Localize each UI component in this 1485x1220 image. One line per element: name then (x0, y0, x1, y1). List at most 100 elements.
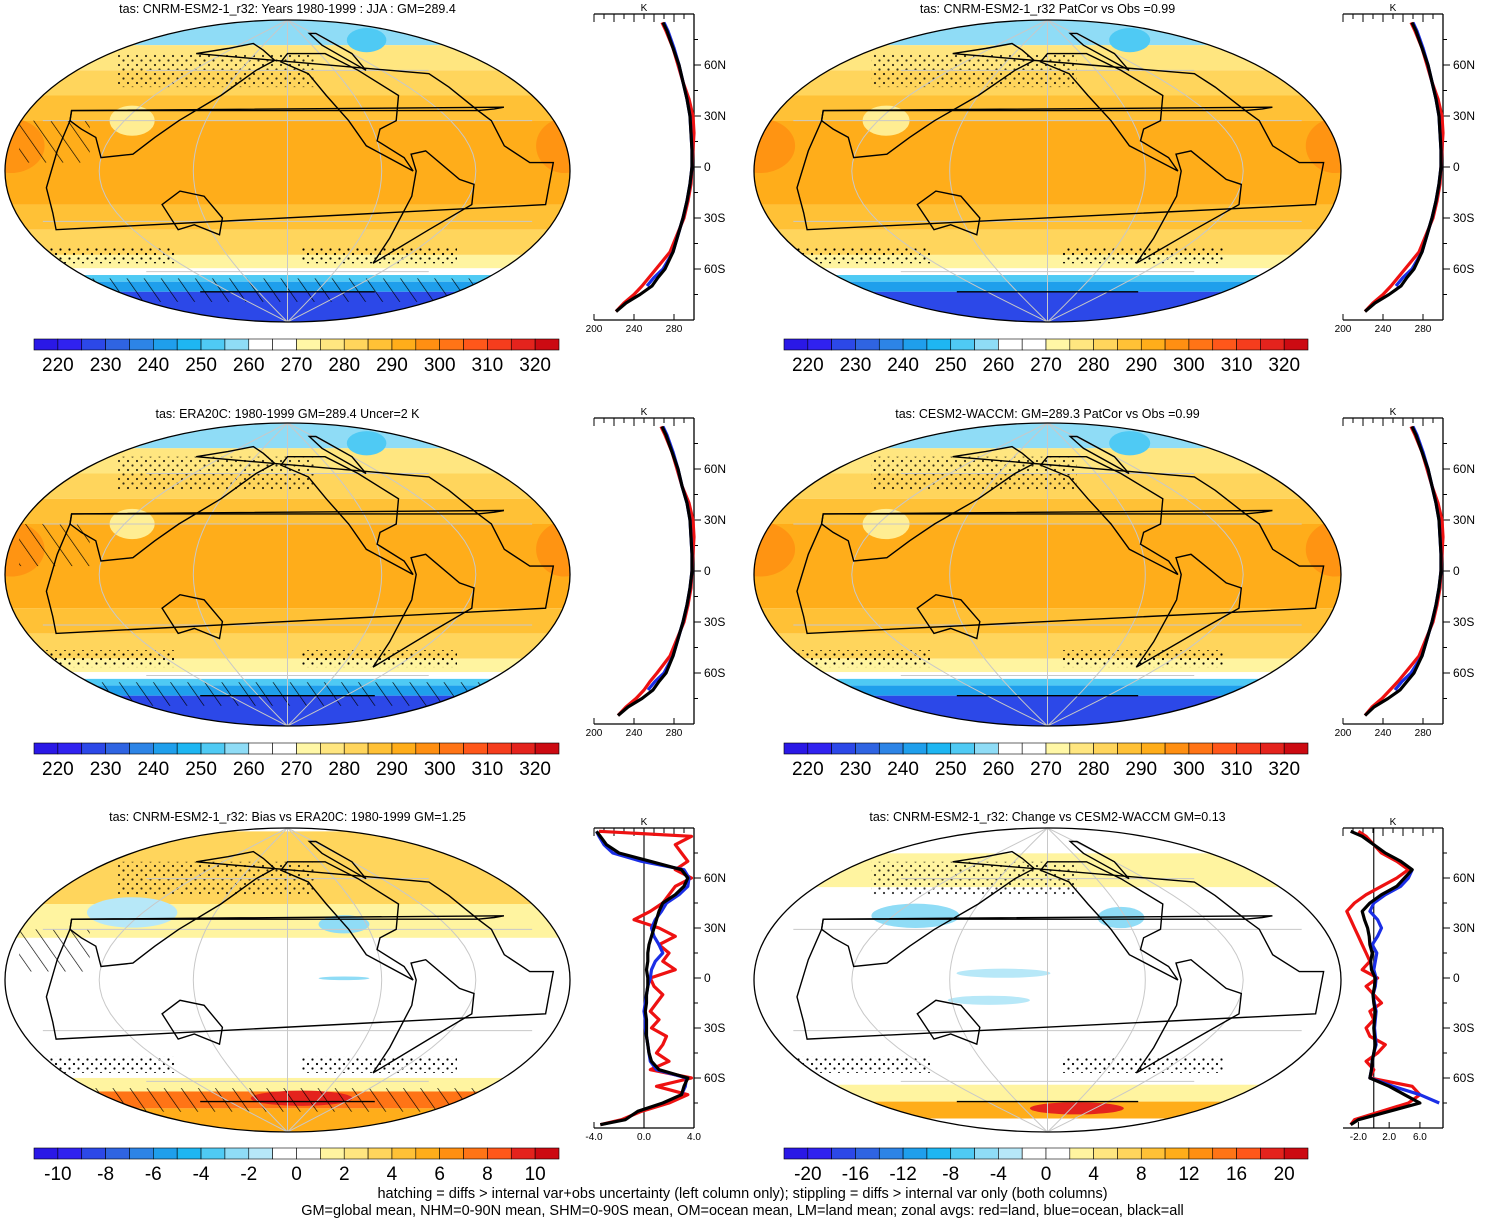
colorbar-swatch (343, 1147, 369, 1160)
zonal-y-tick-label: 30N (1453, 109, 1475, 123)
zonal-x-tick-label: 2.0 (1382, 1132, 1396, 1143)
meridian-line (287, 828, 477, 1132)
meridian-line (1047, 828, 1146, 1132)
colorbar-tick-label: 4 (387, 1164, 398, 1185)
colorbar-tick-label: 310 (472, 355, 504, 376)
colorbar-tick-label: 230 (840, 759, 872, 780)
zonal-y-tick-label: 60S (704, 1071, 725, 1085)
zonal-y-tick-label: 60N (704, 462, 726, 476)
map-field (754, 20, 1341, 322)
continent-outline (161, 190, 224, 236)
panel-title: tas: CESM2-WACCM: GM=289.3 PatCor vs Obs… (895, 407, 1200, 421)
colorbar-tick-label: 220 (792, 759, 824, 780)
zonal-x-tick-label: 240 (1375, 324, 1392, 335)
colorbar-tick-label: 230 (90, 355, 122, 376)
continent-outline (820, 850, 1248, 968)
zonal-x-tick-label: 280 (666, 728, 683, 739)
meridian-line (98, 828, 288, 1132)
colorbar-tick-label: 300 (424, 355, 456, 376)
colorbar-swatch (1188, 742, 1214, 755)
colorbar-swatch (902, 338, 928, 351)
colorbar-swatch (878, 742, 904, 755)
continent-outline (820, 445, 1248, 562)
colorbar-swatch (296, 1147, 321, 1160)
map-field (5, 20, 570, 322)
colorbar-swatch (463, 338, 488, 351)
colorbar-swatch (831, 338, 856, 351)
colorbar-swatch (248, 742, 273, 755)
panel-title: tas: CNRM-ESM2-1_r32: Years 1980-1999 : … (119, 2, 456, 16)
colorbar-tick-label: 320 (1268, 355, 1300, 376)
stippling (33, 1056, 175, 1073)
colorbar-swatch (320, 338, 345, 351)
continent-outline (1039, 52, 1179, 172)
colorbar-tick-label: -8 (97, 1164, 114, 1185)
colorbar-tick-label: 280 (1078, 355, 1110, 376)
colorbar-swatch (878, 338, 904, 351)
continent-outline (45, 915, 555, 1040)
colorbar-swatch (950, 742, 975, 755)
continent-outline (307, 32, 367, 71)
colorbar-tick-label: 230 (90, 759, 122, 780)
colorbar-swatch (1283, 1147, 1309, 1160)
colorbar-swatch (1212, 1147, 1237, 1160)
zonal-x-tick-label: -4.0 (585, 1132, 603, 1143)
zonal-y-tick-label: 60N (1453, 58, 1475, 72)
zonal-ocean-line (645, 21, 694, 288)
colorbar-tick-label: 0 (291, 1164, 302, 1185)
colorbar-swatch (534, 1147, 560, 1160)
colorbar-swatch (57, 338, 83, 351)
zonal-land-line (598, 829, 694, 1127)
stippling (33, 650, 175, 668)
colorbar-swatch (248, 1147, 273, 1160)
colorbar-swatch (1045, 742, 1071, 755)
panel-4: tas: CESM2-WACCM: GM=289.3 PatCor vs Obs… (753, 407, 1475, 780)
continent-outline (1039, 456, 1179, 576)
colorbar-tick-label: 320 (519, 355, 551, 376)
colorbar-swatch (320, 742, 345, 755)
colorbar-swatch (807, 338, 832, 351)
map-border (4, 827, 571, 1133)
zonal-x-tick-label: -2.0 (1350, 1132, 1368, 1143)
colorbar-swatch (272, 1147, 297, 1160)
colorbar-swatch (367, 742, 393, 755)
colorbar-swatch (1117, 1147, 1142, 1160)
colorbar-tick-label: 300 (1173, 355, 1205, 376)
colorbar-swatch (807, 742, 832, 755)
colorbar-swatch (998, 338, 1023, 351)
warm-region (754, 521, 796, 577)
zonal-land-line (616, 425, 696, 717)
zonal-y-tick-label: 30S (1453, 211, 1474, 225)
colorbar-tick-label: 260 (233, 759, 265, 780)
colorbar-swatch (1140, 742, 1166, 755)
colorbar-swatch (1093, 338, 1118, 351)
cool-region (86, 897, 178, 928)
colorbar-swatch (224, 338, 250, 351)
colorbar-swatch (1069, 338, 1094, 351)
colorbar-tick-label: 280 (1078, 759, 1110, 780)
colorbar-swatch (176, 338, 202, 351)
zonal-x-tick-label: 240 (626, 728, 643, 739)
zonal-x-tick-label: 200 (586, 728, 603, 739)
zonal-y-tick-label: 60S (1453, 666, 1474, 680)
coastlines (796, 435, 1325, 697)
zonal-plot: K 200 240 280 60N 30N 0 30S 60S (1335, 3, 1475, 335)
colorbar-swatch (463, 742, 488, 755)
zonal-x-tick-label: 4.0 (687, 1132, 701, 1143)
zonal-plot: K 200 240 280 60N 30N 0 30S 60S (1335, 407, 1475, 739)
colorbar-tick-label: 300 (424, 759, 456, 780)
colorbar-swatch (105, 742, 130, 755)
colorbar-tick-label: 310 (1221, 355, 1253, 376)
coastlines (796, 32, 1325, 293)
colorbar-swatch (200, 1147, 226, 1160)
colorbar-swatch (343, 338, 369, 351)
colorbar-swatch (926, 742, 952, 755)
colorbar-swatch (296, 338, 321, 351)
colorbar-tick-label: 310 (1221, 759, 1253, 780)
continent-outline (1068, 435, 1130, 475)
colorbar-swatch (998, 742, 1023, 755)
zonal-x-tick-label: 0.0 (637, 1132, 651, 1143)
colorbar-swatch (902, 742, 928, 755)
colorbar-swatch (81, 338, 106, 351)
meridian-line (1047, 423, 1146, 726)
